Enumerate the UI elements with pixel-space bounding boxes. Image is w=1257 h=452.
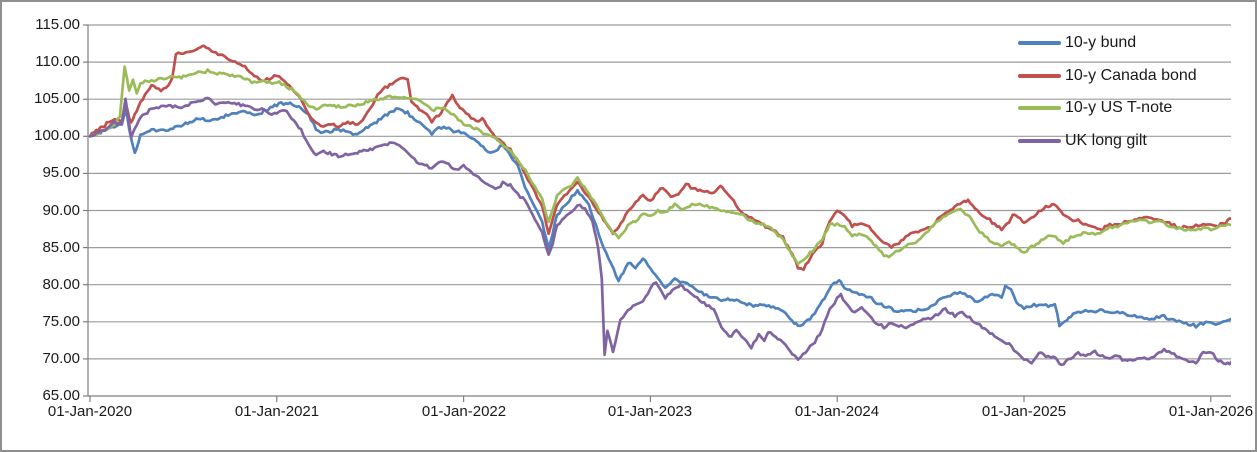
legend-label: 10-y US T-note bbox=[1065, 99, 1173, 116]
y-axis-label: 95.00 bbox=[42, 164, 80, 181]
x-axis-label: 01-Jan-2025 bbox=[981, 403, 1067, 420]
y-axis-label: 115.00 bbox=[35, 16, 80, 33]
y-axis-label: 75.00 bbox=[42, 313, 80, 330]
x-axis-label: 01-Jan-2021 bbox=[234, 403, 320, 420]
legend-item-uk-long-gilt: UK long gilt bbox=[1018, 129, 1147, 153]
legend-key-line bbox=[1018, 106, 1061, 110]
y-axis-label: 100.00 bbox=[34, 127, 80, 144]
legend-label: 10-y Canada bond bbox=[1065, 67, 1197, 84]
y-axis-label: 105.00 bbox=[34, 90, 80, 107]
x-axis-label: 01-Jan-2023 bbox=[607, 403, 693, 420]
y-axis-label: 85.00 bbox=[42, 239, 80, 256]
y-axis-label: 65.00 bbox=[42, 387, 80, 404]
x-axis-label: 01-Jan-2020 bbox=[47, 403, 133, 420]
legend-key-line bbox=[1018, 74, 1061, 78]
legend-item-10y-us-t-note: 10-y US T-note bbox=[1018, 96, 1172, 120]
y-axis-label: 90.00 bbox=[42, 202, 80, 219]
legend-item-10y-canada-bond: 10-y Canada bond bbox=[1018, 64, 1197, 88]
legend-key-line bbox=[1018, 41, 1061, 45]
x-axis-label: 01-Jan-2022 bbox=[421, 403, 507, 420]
y-axis-label: 70.00 bbox=[42, 350, 80, 367]
y-axis-label: 110.00 bbox=[35, 53, 80, 70]
legend-label: 10-y bund bbox=[1065, 34, 1137, 51]
x-axis-label: 01-Jan-2026 bbox=[1168, 403, 1254, 420]
y-axis-label: 80.00 bbox=[42, 276, 80, 293]
legend-item-10y-bund: 10-y bund bbox=[1018, 31, 1136, 55]
x-axis-label: 01-Jan-2024 bbox=[794, 403, 880, 420]
legend-label: UK long gilt bbox=[1065, 132, 1147, 149]
legend-key-line bbox=[1018, 139, 1061, 143]
